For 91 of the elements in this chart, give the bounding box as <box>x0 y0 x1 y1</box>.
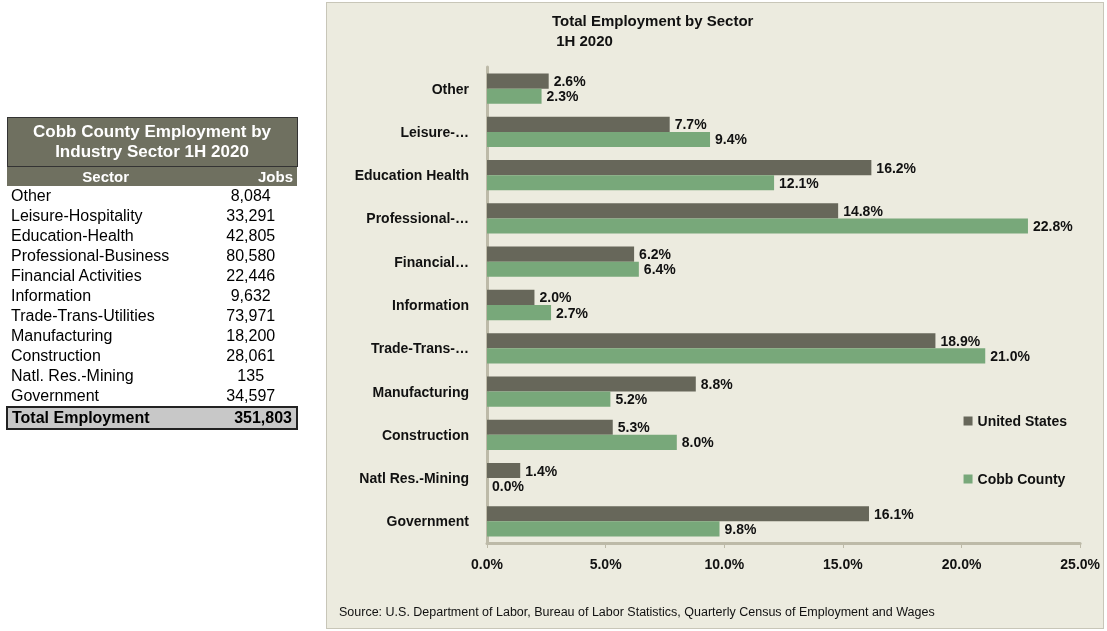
bar <box>487 521 720 537</box>
category-label: Professional-Business <box>10 246 171 266</box>
category-label: Leisure-Hospitality <box>10 206 144 226</box>
bar <box>487 434 677 450</box>
data-label: 22.8% <box>1032 218 1074 235</box>
data-label: 5.3% <box>617 419 651 436</box>
data-label: 1.4% <box>525 462 558 479</box>
category-label: Other <box>10 186 52 206</box>
data-label: 6.4% <box>643 261 677 278</box>
bar <box>487 73 549 89</box>
data-label: 8.8% <box>700 375 734 392</box>
legend-label: Cobb County <box>977 471 1066 487</box>
bar <box>487 88 542 104</box>
y-tick-label: Other <box>431 80 470 97</box>
data-label: 6.2% <box>639 246 672 263</box>
data-label: 2.3% <box>546 88 580 105</box>
text: 8,084 <box>230 187 271 204</box>
text: Sector <box>81 167 131 186</box>
bar <box>487 160 872 176</box>
bar <box>487 131 711 148</box>
data-label: 9.4% <box>715 131 748 148</box>
data-label: 7.7% <box>674 116 708 133</box>
text: 80,580 <box>226 247 276 264</box>
text: 351,803 <box>233 408 293 428</box>
y-tick-label: Manufacturing <box>372 383 469 400</box>
y-tick-label: Professional-… <box>366 210 469 227</box>
data-label: 12.1% <box>779 174 820 191</box>
bar <box>487 246 635 262</box>
source-note: Source: U.S. Department of Labor, Bureau of Labor Statistics, Quarterly Census of Employment and Wages <box>339 604 935 619</box>
bar <box>487 348 986 364</box>
y-tick-label: Financial… <box>394 253 469 270</box>
y-tick-label: Education Health <box>354 167 469 184</box>
bar <box>487 462 521 479</box>
text: Total Employment <box>11 408 151 428</box>
data-label: 16.2% <box>876 159 917 176</box>
bar <box>487 506 869 522</box>
data-label: 14.8% <box>843 202 884 219</box>
x-tick-label: 0.0% <box>471 556 504 572</box>
y-tick-label: Leisure-… <box>400 123 469 140</box>
data-label: 2.7% <box>556 304 589 321</box>
text: 9,632 <box>230 287 271 304</box>
bar <box>487 203 839 219</box>
category-label: Government <box>10 386 101 406</box>
bar <box>487 218 1028 234</box>
y-tick-label: Government <box>386 513 470 530</box>
category-label: Construction <box>10 346 102 366</box>
category-label: Trade-Trans-Utilities <box>10 306 156 326</box>
bar <box>487 333 936 349</box>
text: Cobb County Employment by Industry Sector 1H 2020 <box>7 117 297 167</box>
data-label: 8.0% <box>681 434 715 451</box>
y-tick-label: Information <box>392 297 469 313</box>
bar <box>487 116 670 132</box>
data-label: 9.8% <box>724 520 757 537</box>
text: 18,200 <box>226 327 276 344</box>
category-label: Information <box>10 286 93 306</box>
text: Jobs <box>257 167 294 186</box>
data-label: 2.6% <box>553 73 587 90</box>
text: 22,446 <box>226 267 276 284</box>
x-tick-label: 5.0% <box>589 556 623 572</box>
bar <box>487 391 611 407</box>
bar <box>487 175 775 191</box>
y-tick-label: Construction <box>381 426 469 443</box>
data-label: 21.0% <box>990 347 1031 364</box>
bar <box>487 289 535 305</box>
data-label: 16.1% <box>873 505 915 522</box>
x-tick-label: 15.0% <box>823 556 864 572</box>
text: 73,971 <box>226 307 276 324</box>
bar <box>487 419 613 435</box>
bar <box>487 376 696 392</box>
bar <box>487 261 639 277</box>
data-label: 5.2% <box>615 391 648 408</box>
chart-title: Total Employment by Sector 1H 2020 <box>552 11 758 49</box>
data-label: 2.0% <box>539 289 572 306</box>
y-tick-label: Natl Res.-Mining <box>359 470 469 487</box>
category-label: Natl. Res.-Mining <box>10 366 135 386</box>
category-label: Financial Activities <box>10 266 143 286</box>
data-label: 0.0% <box>492 477 525 494</box>
x-tick-label: 10.0% <box>704 556 745 572</box>
text: 135 <box>237 367 265 384</box>
text: 42,805 <box>226 227 276 244</box>
category-label: Manufacturing <box>10 326 114 346</box>
text: 28,061 <box>226 347 276 364</box>
y-tick-label: Trade-Trans-… <box>370 340 469 357</box>
data-label: 18.9% <box>940 332 981 349</box>
category-label: Education-Health <box>10 226 135 246</box>
x-tick-label: 20.0% <box>941 556 982 572</box>
text: 34,597 <box>226 387 276 404</box>
bar <box>487 305 552 321</box>
legend-label: United States <box>977 413 1068 429</box>
text: 33,291 <box>226 207 276 224</box>
x-tick-label: 25.0% <box>1060 556 1101 572</box>
